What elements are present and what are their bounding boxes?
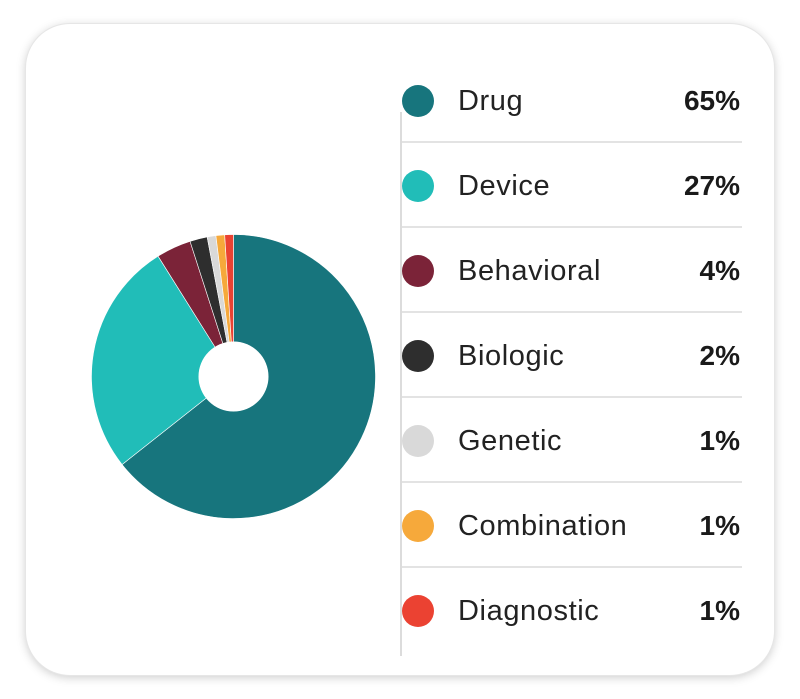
legend-item-biologic: Biologic 2% — [402, 313, 742, 398]
legend-label-behavioral: Behavioral — [458, 255, 602, 287]
legend-label-diagnostic: Diagnostic — [458, 595, 600, 627]
legend-swatch-behavioral — [402, 255, 434, 287]
legend-value-diagnostic: 1% — [699, 595, 740, 626]
legend-swatch-combination — [402, 510, 434, 542]
legend-swatch-drug — [402, 85, 434, 117]
chart-legend: Drug 65% Device 27% Behavioral 4% Biologic 2% Ge… — [402, 58, 742, 653]
legend-swatch-diagnostic — [402, 595, 434, 627]
legend-label-combination: Combination — [458, 510, 628, 542]
legend-item-genetic: Genetic 1% — [402, 398, 742, 483]
pie-chart — [90, 233, 377, 520]
legend-value-device: 27% — [683, 170, 740, 201]
legend-item-drug: Drug 65% — [402, 58, 742, 143]
chart-card — [26, 24, 774, 675]
pie-svg — [91, 234, 376, 519]
legend-value-biologic: 2% — [699, 340, 740, 371]
legend-item-combination: Combination 1% — [402, 483, 742, 568]
legend-value-behavioral: 4% — [699, 255, 740, 286]
legend-label-genetic: Genetic — [458, 425, 563, 457]
pie-slice-diagnostic — [224, 234, 234, 377]
legend-item-device: Device 27% — [402, 143, 742, 228]
legend-item-diagnostic: Diagnostic 1% — [402, 568, 742, 653]
legend-item-behavioral: Behavioral 4% — [402, 228, 742, 313]
legend-label-device: Device — [458, 170, 551, 202]
legend-label-drug: Drug — [458, 85, 524, 117]
pie-center-hole — [198, 341, 269, 412]
legend-swatch-genetic — [402, 425, 434, 457]
legend-divider — [400, 112, 402, 656]
legend-value-combination: 1% — [699, 510, 740, 541]
legend-swatch-device — [402, 170, 434, 202]
legend-label-biologic: Biologic — [458, 340, 565, 372]
pie-slice-device — [91, 255, 234, 465]
legend-value-genetic: 1% — [699, 425, 740, 456]
legend-swatch-biologic — [402, 340, 434, 372]
legend-value-drug: 65% — [683, 85, 740, 116]
